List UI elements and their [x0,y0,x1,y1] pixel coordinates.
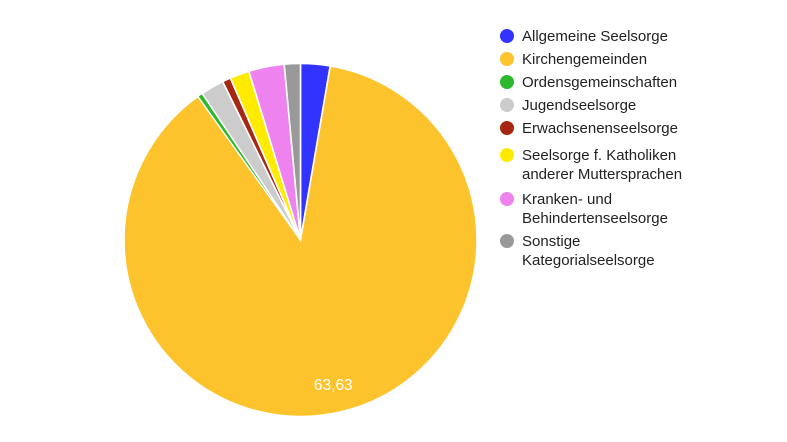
svg-text:63,63: 63,63 [314,377,353,394]
